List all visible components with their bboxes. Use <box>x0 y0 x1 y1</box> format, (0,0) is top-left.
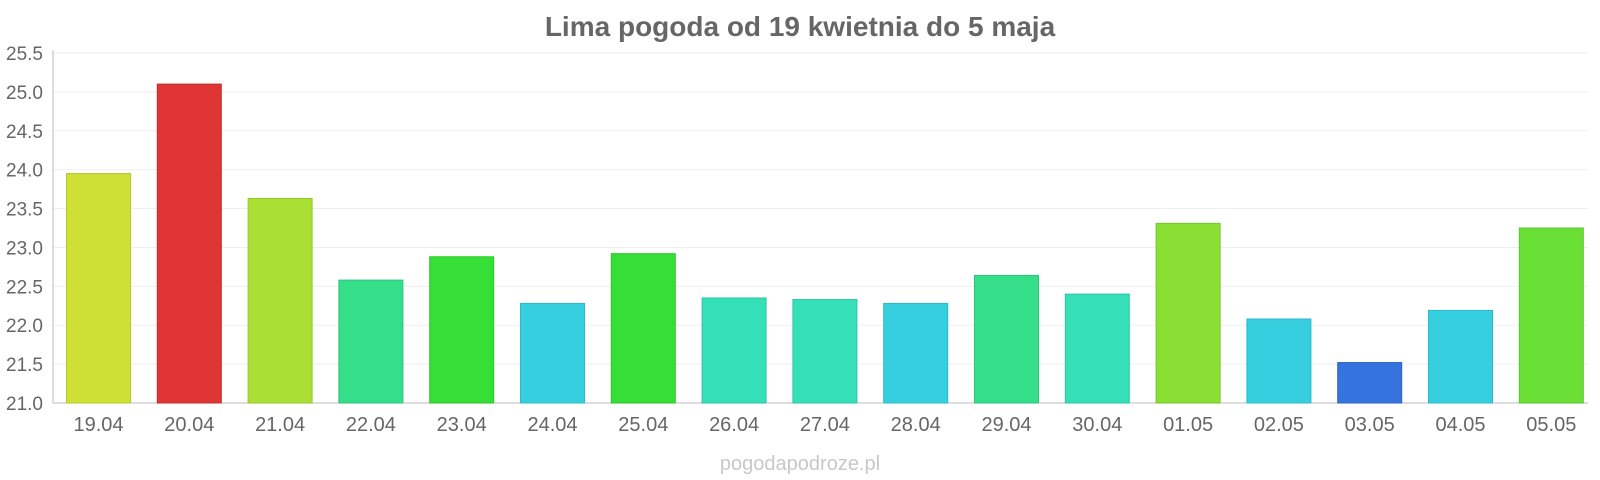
bar-30.04[interactable] <box>1064 293 1130 404</box>
y-tick-label: 21.5 <box>6 355 43 376</box>
x-tick-label: 30.04 <box>1072 414 1122 436</box>
bar-04.05[interactable] <box>1428 309 1493 404</box>
bar-22.04[interactable] <box>338 279 404 404</box>
bars <box>66 83 1584 404</box>
y-tick-label: 24.0 <box>6 161 43 182</box>
y-tick-label: 25.5 <box>6 44 43 65</box>
x-tick-label: 02.05 <box>1254 414 1304 436</box>
x-axis-ticks: 19.04 20.04 21.04 22.04 23.04 24.04 25.04 26.04… <box>73 414 1576 436</box>
x-tick-label: 26.04 <box>709 414 759 436</box>
bar-02.05[interactable] <box>1246 318 1312 404</box>
x-tick-label: 28.04 <box>891 414 941 436</box>
bar-24.04[interactable] <box>520 302 585 404</box>
x-tick-label: 04.05 <box>1435 414 1485 436</box>
x-tick-label: 05.05 <box>1526 414 1576 436</box>
y-tick-label: 23.5 <box>6 200 43 221</box>
bar-20.04[interactable] <box>156 83 222 404</box>
bar-25.04[interactable] <box>610 253 676 404</box>
bar-19.04[interactable] <box>66 173 131 404</box>
chart-title: Lima pogoda od 19 kwietnia do 5 maja <box>545 11 1056 42</box>
bar-05.05[interactable] <box>1518 227 1584 404</box>
bar-29.04[interactable] <box>974 274 1039 404</box>
y-axis-ticks: 21.0 21.5 22.0 22.5 23.0 23.5 24.0 24.5 25.0 25.5 <box>6 44 43 415</box>
bar-26.04[interactable] <box>701 297 767 404</box>
x-tick-label: 23.04 <box>437 414 487 436</box>
bar-23.04[interactable] <box>429 256 495 404</box>
x-tick-label: 29.04 <box>981 414 1031 436</box>
x-tick-label: 27.04 <box>800 414 850 436</box>
x-tick-label: 20.04 <box>164 414 214 436</box>
x-tick-label: 01.05 <box>1163 414 1213 436</box>
x-tick-label: 22.04 <box>346 414 396 436</box>
y-tick-label: 24.5 <box>6 122 43 143</box>
x-tick-label: 25.04 <box>618 414 668 436</box>
y-tick-label: 22.0 <box>6 316 43 337</box>
y-tick-label: 23.0 <box>6 238 43 259</box>
x-tick-label: 24.04 <box>527 414 577 436</box>
y-tick-label: 22.5 <box>6 277 43 298</box>
bar-27.04[interactable] <box>792 299 858 404</box>
x-tick-label: 19.04 <box>73 414 123 436</box>
y-tick-label: 21.0 <box>6 394 43 415</box>
watermark: pogodapodroze.pl <box>720 453 880 475</box>
bar-28.04[interactable] <box>883 302 949 404</box>
x-tick-label: 03.05 <box>1345 414 1395 436</box>
bar-03.05[interactable] <box>1337 362 1403 404</box>
x-tick-label: 21.04 <box>255 414 305 436</box>
y-tick-label: 25.0 <box>6 83 43 104</box>
bar-01.05[interactable] <box>1155 222 1221 404</box>
bar-21.04[interactable] <box>247 197 313 404</box>
